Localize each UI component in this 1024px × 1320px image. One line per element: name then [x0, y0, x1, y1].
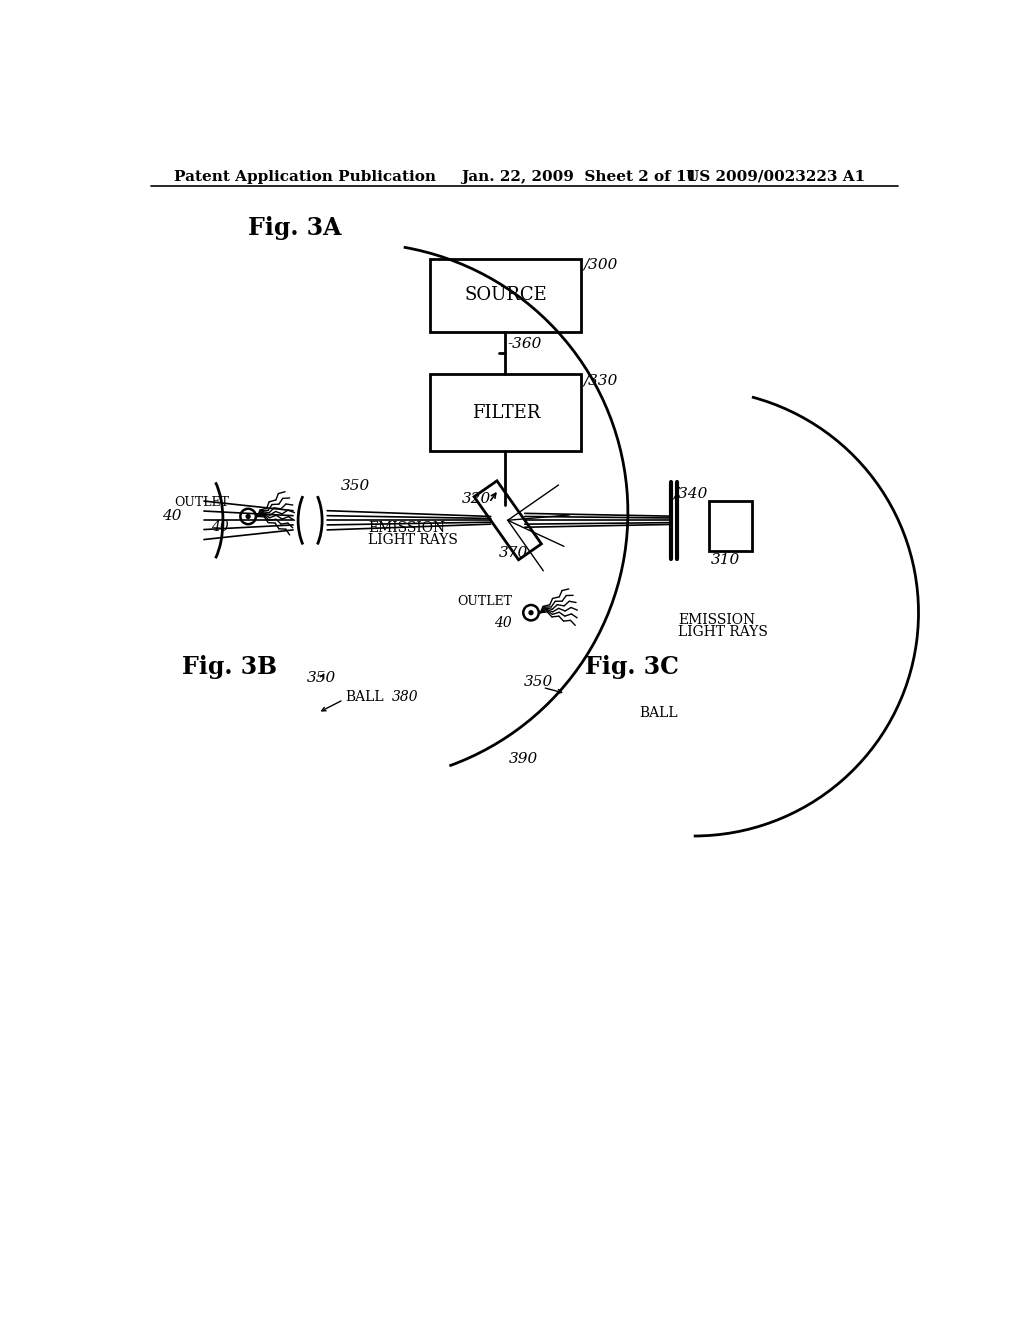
Text: Fig. 3B: Fig. 3B	[182, 655, 278, 678]
Text: LIGHT RAYS: LIGHT RAYS	[369, 532, 458, 546]
Circle shape	[246, 515, 250, 519]
Text: OUTLET: OUTLET	[457, 594, 512, 607]
Text: US 2009/0023223 A1: US 2009/0023223 A1	[686, 170, 865, 183]
Circle shape	[529, 611, 532, 615]
Text: 40: 40	[494, 616, 512, 631]
Text: SOURCE: SOURCE	[465, 286, 547, 304]
Text: 40: 40	[163, 510, 182, 524]
Text: Fig. 3C: Fig. 3C	[586, 655, 679, 678]
Text: 350: 350	[340, 479, 370, 492]
Text: 370: 370	[500, 545, 528, 560]
Text: /330: /330	[583, 374, 617, 387]
Text: BALL: BALL	[640, 706, 678, 719]
Text: EMISSION: EMISSION	[369, 521, 445, 535]
Text: Jan. 22, 2009  Sheet 2 of 11: Jan. 22, 2009 Sheet 2 of 11	[461, 170, 697, 183]
Bar	[430, 259, 582, 331]
Text: 40: 40	[211, 520, 228, 535]
Text: -360: -360	[508, 337, 542, 351]
Text: EMISSION: EMISSION	[678, 614, 756, 627]
Text: 320: 320	[462, 492, 490, 506]
Text: 350: 350	[524, 675, 553, 689]
Polygon shape	[474, 480, 542, 560]
Text: /300: /300	[583, 257, 617, 272]
Text: LIGHT RAYS: LIGHT RAYS	[678, 624, 768, 639]
Text: FILTER: FILTER	[472, 404, 540, 421]
Text: 310: 310	[711, 553, 740, 568]
Text: OUTLET: OUTLET	[174, 496, 229, 510]
Text: 390: 390	[509, 752, 538, 766]
Text: 350: 350	[307, 671, 336, 685]
Bar	[430, 374, 582, 451]
Text: Fig. 3A: Fig. 3A	[248, 215, 342, 240]
Bar	[710, 502, 752, 552]
Text: BALL: BALL	[345, 690, 384, 705]
Text: /340: /340	[673, 486, 708, 500]
Text: 380: 380	[391, 690, 418, 705]
Text: Patent Application Publication: Patent Application Publication	[174, 170, 436, 183]
